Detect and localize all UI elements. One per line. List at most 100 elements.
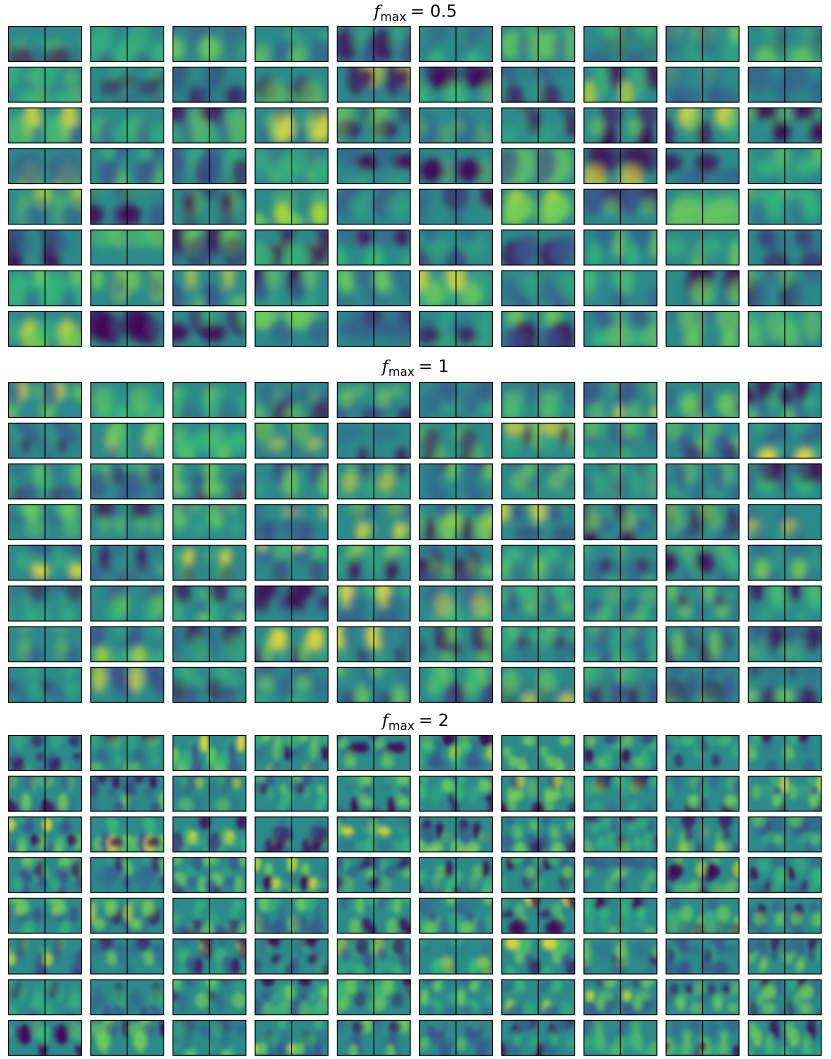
pattern-blob	[803, 395, 817, 410]
pattern-blob	[59, 820, 71, 834]
pattern-blob	[747, 1047, 754, 1056]
panel-border	[336, 422, 411, 459]
panel-border	[90, 775, 165, 812]
pattern-blob	[480, 1007, 493, 1016]
panel-pattern	[419, 111, 489, 144]
panel-border	[501, 544, 576, 581]
pattern-blob	[149, 988, 163, 1006]
pattern-blob	[221, 779, 234, 791]
pattern-blob	[220, 563, 232, 581]
pattern-blob	[300, 775, 312, 787]
pattern-blob	[106, 466, 126, 481]
pattern-blob	[462, 463, 479, 485]
pattern-blob	[665, 870, 679, 883]
pattern-blob	[178, 992, 188, 1013]
pattern-blob	[665, 886, 673, 894]
pattern-blob	[172, 606, 182, 622]
panel-border	[747, 107, 822, 144]
pattern-blob	[753, 47, 777, 62]
pattern-blob	[441, 779, 455, 793]
pattern-blob	[220, 193, 235, 225]
pattern-blob	[560, 600, 575, 615]
pattern-blob	[501, 435, 521, 454]
pattern-blob	[801, 1045, 815, 1056]
pattern-blob	[16, 688, 27, 703]
pattern-blob	[8, 818, 16, 832]
panel-pattern	[336, 107, 411, 144]
pattern-blob	[543, 785, 557, 801]
pattern-blob	[265, 1045, 275, 1056]
pattern-blob	[754, 196, 768, 225]
pattern-blob	[221, 1033, 230, 1052]
filter-panel	[747, 382, 822, 418]
pattern-blob	[715, 680, 728, 703]
pattern-blob	[456, 775, 466, 785]
pattern-blob	[531, 563, 548, 581]
panel-pattern	[92, 384, 165, 418]
panel-border	[501, 463, 576, 500]
panel-pattern	[419, 26, 487, 62]
filter-panel	[665, 188, 740, 225]
pattern-blob	[782, 407, 795, 418]
pattern-blob	[393, 897, 402, 915]
pattern-blob	[466, 841, 481, 853]
pattern-blob	[470, 591, 490, 617]
pattern-blob	[313, 677, 329, 699]
filter-panel	[8, 270, 82, 307]
pattern-blob	[198, 816, 211, 830]
panel-border	[583, 66, 658, 103]
panel-border	[90, 816, 165, 853]
pattern-blob	[230, 957, 240, 975]
panel-pattern	[172, 626, 247, 663]
pattern-blob	[676, 593, 690, 607]
filter-panel	[254, 310, 329, 347]
panel-border	[90, 938, 165, 975]
panel-border	[90, 188, 165, 225]
pattern-blob	[372, 689, 384, 703]
panel-border	[747, 66, 822, 103]
pattern-blob	[485, 991, 493, 1006]
pattern-blob	[347, 775, 358, 787]
panel-border	[90, 463, 165, 500]
pattern-blob	[60, 504, 79, 523]
title-value: = 2	[418, 711, 448, 731]
panel-border	[172, 666, 247, 703]
pattern-blob	[237, 938, 247, 948]
pattern-blob	[604, 775, 613, 782]
pattern-blob	[50, 735, 62, 750]
panel-pattern	[665, 422, 740, 459]
pattern-blob	[96, 504, 115, 517]
pattern-blob	[8, 775, 14, 788]
panel-border	[419, 422, 493, 459]
pattern-blob	[814, 80, 822, 103]
pattern-blob	[481, 511, 493, 532]
pattern-blob	[454, 569, 472, 581]
pattern-blob	[760, 957, 769, 969]
pattern-blob	[113, 857, 123, 871]
pattern-blob	[423, 517, 437, 541]
pattern-blob	[686, 944, 701, 956]
panel-border	[254, 66, 329, 103]
filter-panel	[747, 1019, 822, 1056]
pattern-blob	[56, 590, 69, 609]
panel-pattern	[501, 422, 576, 454]
panel-border	[419, 938, 493, 975]
pattern-blob	[31, 735, 44, 747]
panel-border	[419, 735, 493, 771]
panel-pattern	[747, 66, 822, 103]
pattern-blob	[647, 382, 658, 400]
pattern-blob	[637, 559, 649, 573]
pattern-blob	[234, 875, 244, 894]
pattern-blob	[228, 857, 240, 871]
pattern-blob	[618, 188, 642, 216]
pattern-blob	[31, 1020, 42, 1038]
pattern-blob	[799, 252, 822, 266]
pattern-blob	[501, 669, 519, 694]
pattern-blob	[236, 735, 246, 753]
pattern-blob	[8, 606, 16, 622]
pattern-blob	[539, 326, 563, 347]
filter-panel	[90, 626, 165, 663]
pattern-blob	[172, 549, 180, 562]
pattern-blob	[501, 199, 525, 225]
